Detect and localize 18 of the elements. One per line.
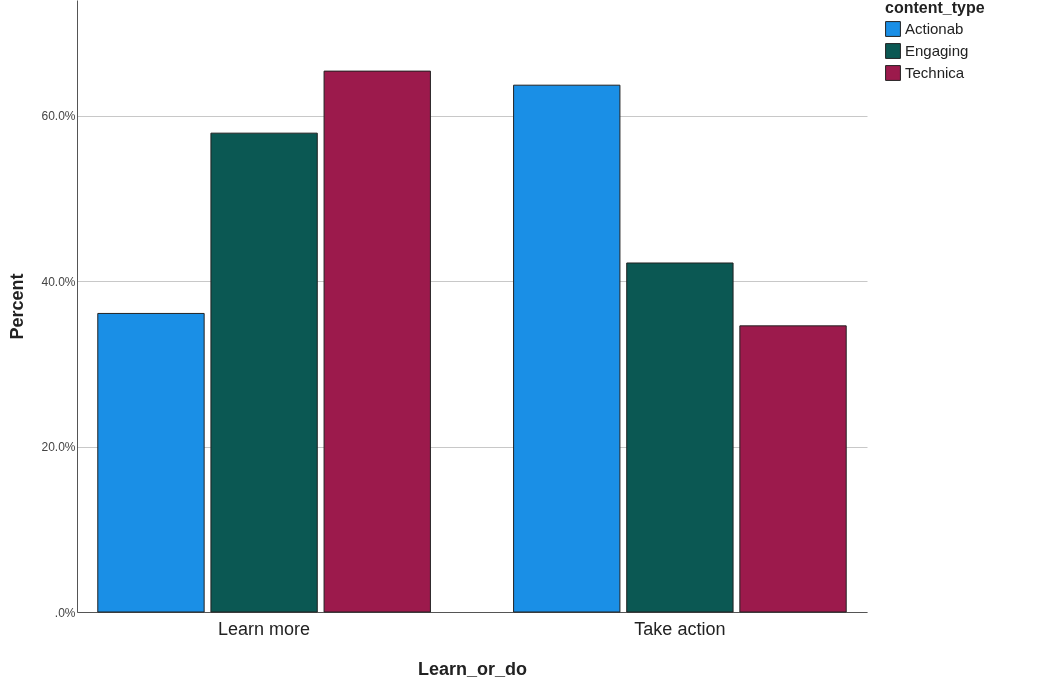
y-tick-label: 20.0% xyxy=(41,440,76,455)
bar xyxy=(97,312,205,613)
x-tick-label: Learn more xyxy=(218,618,311,639)
y-tick-label: 60.0% xyxy=(41,109,76,124)
bar xyxy=(210,132,318,613)
legend-label: Actionab xyxy=(905,20,964,37)
legend-label: Engaging xyxy=(905,42,969,59)
y-tick-label: 40.0% xyxy=(41,274,76,289)
bar xyxy=(323,70,431,613)
x-tick-label: Take action xyxy=(634,618,726,639)
bar xyxy=(739,325,847,613)
legend-title: content_type xyxy=(885,0,985,16)
bar xyxy=(513,84,621,613)
x-axis-title: Learn_or_do xyxy=(417,658,528,679)
y-tick-label: .0% xyxy=(54,605,76,620)
bar xyxy=(626,262,734,613)
legend-label: Technica xyxy=(905,64,965,81)
y-axis-title: Percent xyxy=(7,273,28,340)
